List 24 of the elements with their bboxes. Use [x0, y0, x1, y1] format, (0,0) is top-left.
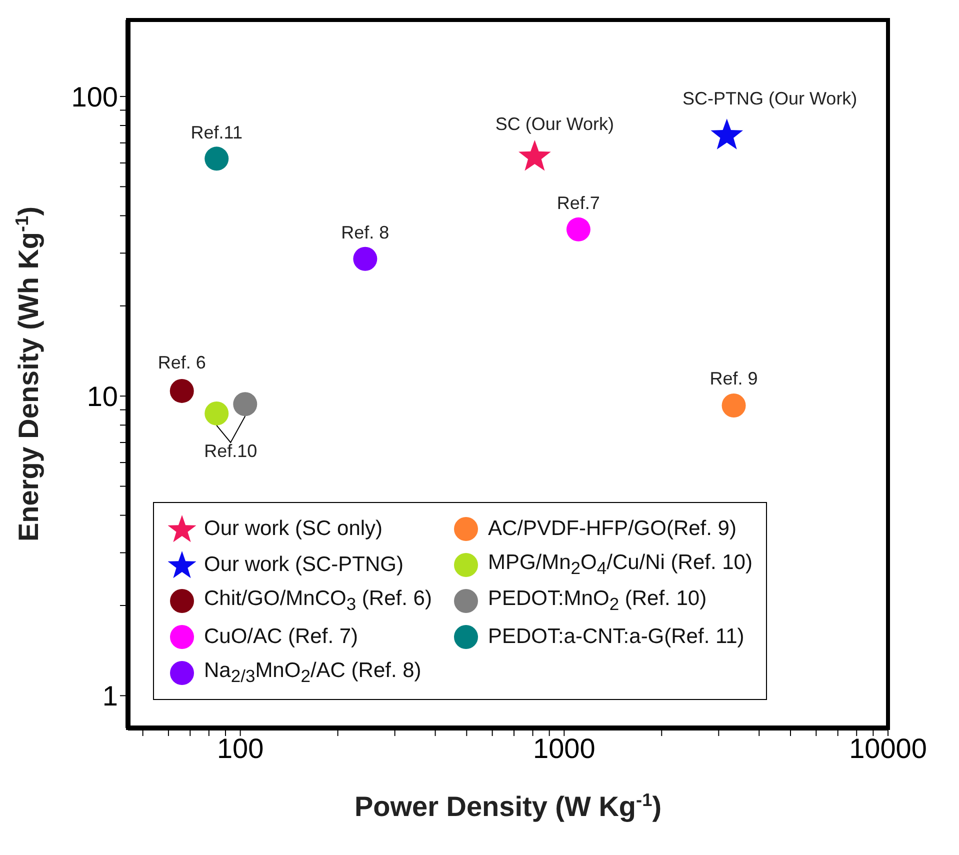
y-tick-label: 10 [86, 381, 118, 412]
x-tick-label: 1000 [533, 732, 596, 764]
legend-label: Our work (SC-PTNG) [204, 553, 404, 577]
annotation: Ref. 9 [710, 368, 758, 388]
legend-label: Chit/GO/MnCO$_{3}$ (Ref. 6) [204, 586, 432, 616]
legend-label: Na$_{2/3}$MnO$_{2}$/AC (Ref. 8) [204, 658, 422, 688]
legend-label: PEDOT:a-CNT:a-G(Ref. 11) [488, 625, 744, 649]
legend-label: CuO/AC (Ref. 7) [204, 625, 358, 649]
annotation: SC (Our Work) [495, 114, 614, 134]
x-tick-label: 10000 [849, 732, 927, 764]
annotation: Ref.11 [190, 122, 242, 142]
y-tick-label: 100 [71, 81, 118, 112]
annotation: Ref.7 [556, 193, 600, 214]
annotation: SC-PTNG (Our Work) [682, 88, 858, 108]
annotation: Ref. 8 [341, 222, 390, 243]
x-axis-title: Power Density (W Kg$^{-1}$) [354, 790, 662, 822]
legend-label: PEDOT:MnO$_{2}$ (Ref. 10) [488, 586, 707, 616]
annotation: Ref. 6 [158, 352, 206, 373]
annotation: Ref.10 [204, 441, 258, 462]
legend-label: Our work (SC only) [204, 517, 383, 541]
legend-label: AC/PVDF-HFP/GO(Ref. 9) [488, 517, 736, 541]
x-tick-label: 100 [216, 732, 264, 764]
legend-label: MPG/Mn$_{2}$O$_{4}$/Cu/Ni (Ref. 10) [488, 550, 752, 580]
y-tick-label: 1 [102, 680, 118, 712]
